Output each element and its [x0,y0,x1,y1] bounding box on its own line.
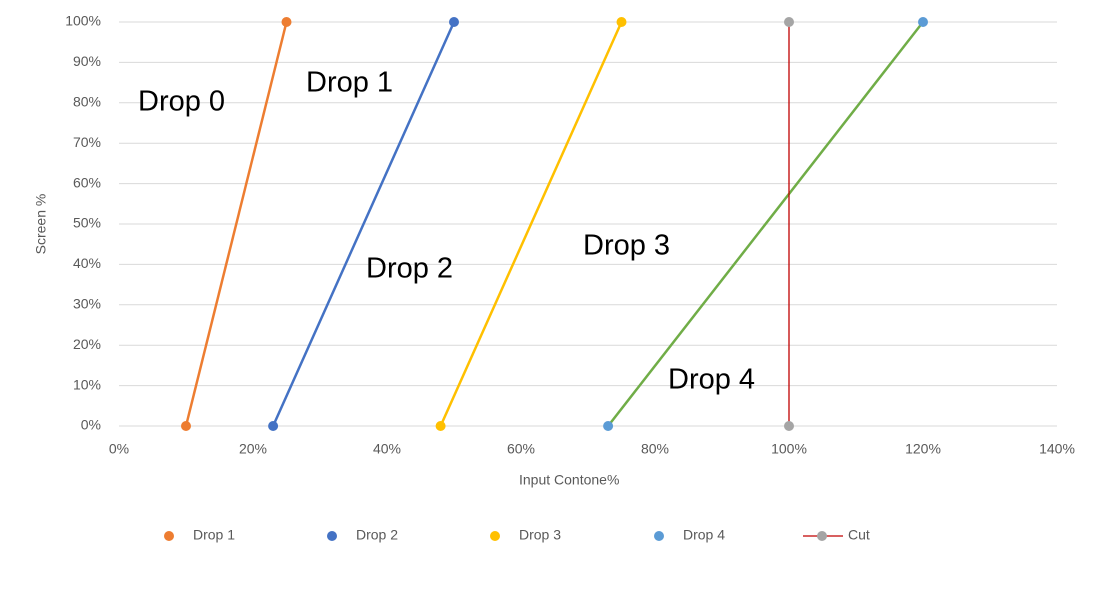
legend-marker [327,531,337,541]
x-tick-label: 0% [109,441,129,457]
data-point [181,421,191,431]
series-line [607,21,924,427]
annotation: Drop 3 [583,230,670,262]
y-tick-label: 60% [73,174,101,190]
y-axis-title: Screen % [33,194,49,255]
x-axis-title: Input Contone% [519,472,619,488]
data-point [603,421,614,431]
legend-label: Drop 1 [193,527,235,543]
x-tick-label: 60% [507,441,535,457]
legend-marker [164,531,174,541]
data-point [918,17,928,27]
data-point [449,17,459,27]
x-tick-label: 40% [373,441,401,457]
annotation: Drop 4 [668,364,755,396]
y-tick-label: 40% [73,255,101,271]
x-tick-label: 20% [239,441,267,457]
data-point [784,421,794,431]
y-tick-label: 50% [73,215,101,231]
y-tick-label: 100% [65,13,101,29]
y-tick-label: 10% [73,376,101,392]
x-tick-label: 120% [905,441,941,457]
data-point [616,17,627,27]
y-tick-label: 0% [81,417,101,433]
y-tick-label: 20% [73,336,101,352]
y-tick-label: 80% [73,94,101,110]
x-tick-label: 140% [1039,441,1075,457]
series-line [271,21,456,427]
annotation: Drop 2 [366,253,453,285]
legend-label: Drop 4 [683,527,725,543]
legend-marker [817,531,827,541]
legend-label: Drop 2 [356,527,398,543]
y-tick-label: 90% [73,53,101,69]
legend-marker [654,531,664,541]
legend-label: Drop 3 [519,527,561,543]
series-line [184,21,288,427]
annotation: Drop 1 [306,67,393,99]
data-point [281,17,292,27]
y-tick-label: 30% [73,296,101,312]
legend-label: Cut [848,527,870,543]
x-tick-label: 100% [771,441,807,457]
data-point [268,421,279,431]
series-line [439,21,623,427]
legend-marker [490,531,500,541]
data-point [784,17,794,27]
y-tick-label: 70% [73,134,101,150]
data-point [435,421,446,431]
x-tick-label: 80% [641,441,669,457]
annotation: Drop 0 [138,86,225,118]
